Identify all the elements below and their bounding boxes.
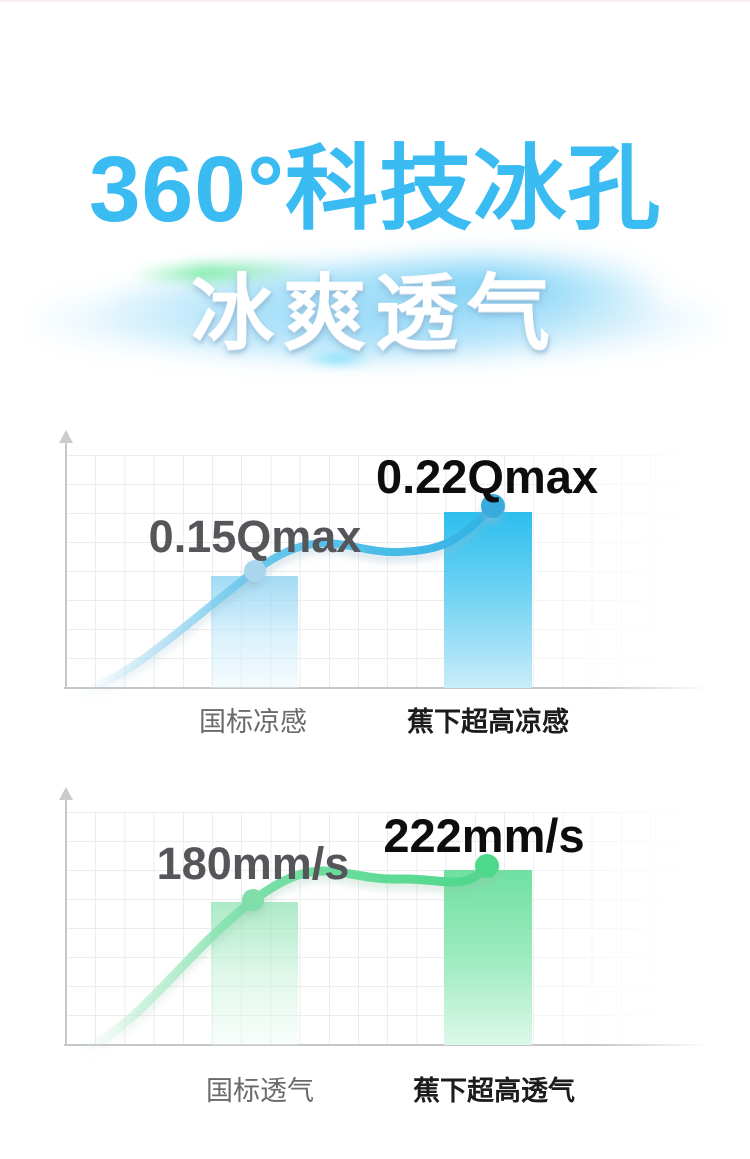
x-axis <box>64 687 709 689</box>
category-super-breathability: 蕉下超高透气 <box>413 1076 575 1106</box>
bar-super-breathability <box>444 870 532 1045</box>
y-axis-arrow-icon <box>59 787 73 800</box>
light-flare <box>288 352 388 366</box>
bar-standard-breathability <box>211 902 298 1045</box>
bar-standard-cooling <box>211 576 298 688</box>
y-axis <box>65 443 67 689</box>
bar-super-cooling <box>444 512 532 688</box>
cooling-chart: 0.15Qmax 0.22Qmax 国标凉感 蕉下超高凉感 <box>0 423 750 743</box>
y-axis-arrow-icon <box>59 430 73 443</box>
category-standard-breathability: 国标透气 <box>206 1076 314 1106</box>
value-standard-breathability: 180mm/s <box>156 838 350 889</box>
page-title: 360°科技冰孔 <box>88 137 662 241</box>
category-super-cooling: 蕉下超高凉感 <box>407 707 569 737</box>
value-standard-cooling: 0.15Qmax <box>148 511 362 562</box>
banner-subtitle: 冰爽透气 <box>191 267 559 360</box>
x-axis <box>64 1044 709 1046</box>
category-standard-cooling: 国标凉感 <box>199 707 307 737</box>
value-super-breathability: 222mm/s <box>383 809 585 862</box>
subtitle-banner: 冰爽透气 <box>0 248 750 388</box>
mist-blob <box>330 252 660 322</box>
value-super-cooling: 0.22Qmax <box>375 450 599 503</box>
top-divider <box>0 0 750 2</box>
y-axis <box>65 800 67 1046</box>
breathability-chart: 180mm/s 222mm/s 国标透气 蕉下超高透气 <box>0 780 750 1106</box>
